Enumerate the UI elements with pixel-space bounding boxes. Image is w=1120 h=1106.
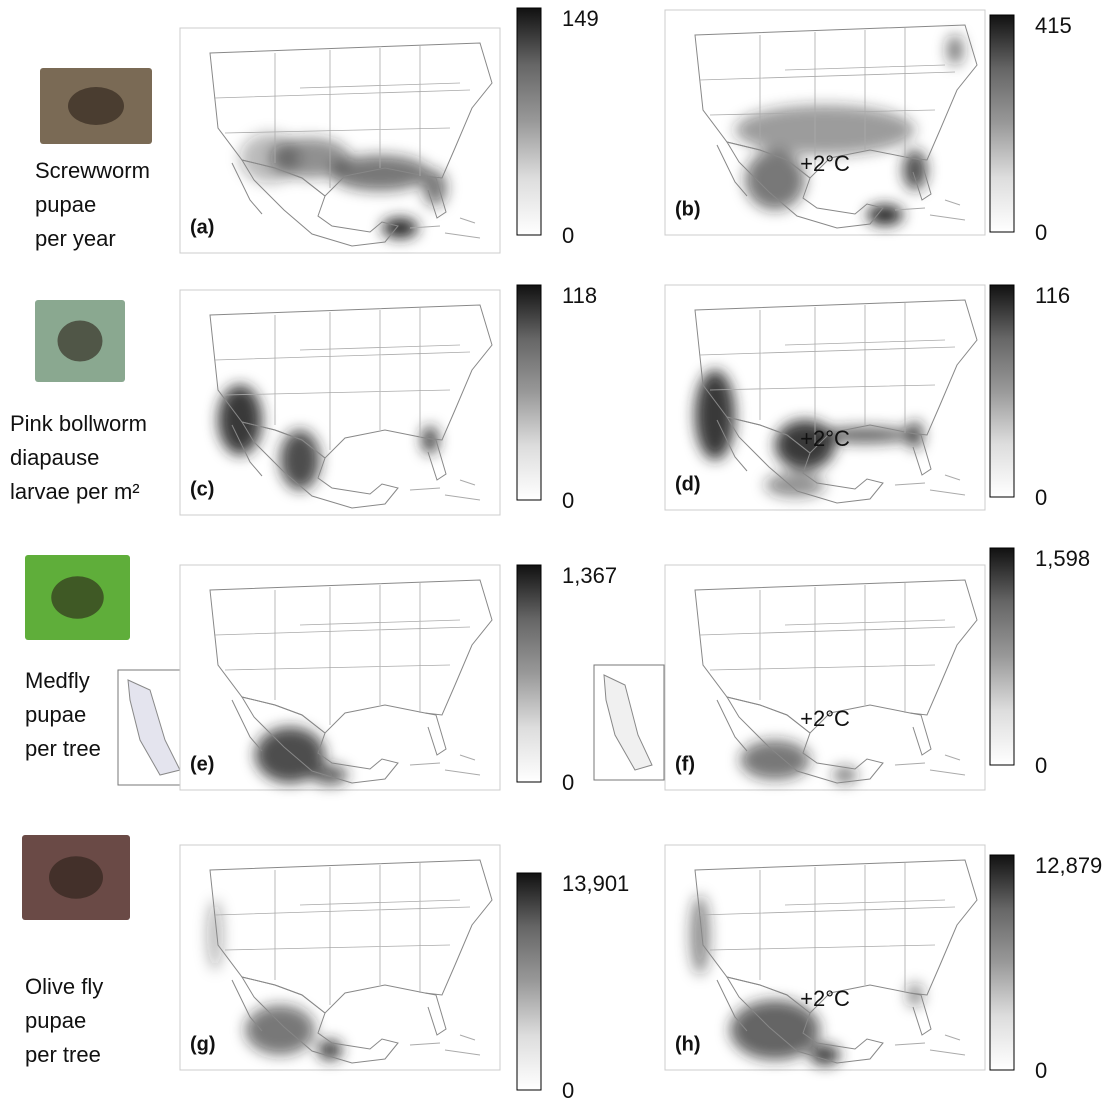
scale-min: 0 [562, 770, 574, 795]
annotation: +2°C [800, 706, 850, 731]
panel-label: (b) [675, 198, 701, 220]
species-label: diapause [10, 445, 99, 470]
colorbar [517, 285, 541, 500]
figure: Screwworm pupae per year (a) 149 0 (b) +2°C 415 0… [0, 0, 1120, 1106]
species-label: Olive fly [25, 974, 103, 999]
species-photo-detail [68, 87, 124, 125]
heat-blob [312, 765, 348, 785]
scale-max: 1,367 [562, 563, 617, 588]
panel-label: (f) [675, 753, 695, 775]
scale-max: 118 [562, 283, 597, 308]
heat-blob [947, 35, 963, 65]
map-panel: (d) +2°C [665, 285, 985, 510]
heat-blob [245, 1005, 315, 1055]
panel-label: (c) [190, 478, 214, 500]
species-label: larvae per m² [10, 479, 140, 504]
scale-min: 0 [562, 1078, 574, 1103]
map-panel: (g) [180, 845, 500, 1070]
species-label: Medfly [25, 668, 90, 693]
map-panel: (f) +2°C [665, 565, 985, 790]
scale-min: 0 [1035, 220, 1047, 245]
species-label: Pink bollworm [10, 411, 147, 436]
colorbar [517, 565, 541, 782]
species-label: pupae [35, 192, 96, 217]
scale-max: 415 [1035, 13, 1072, 38]
colorbar [990, 548, 1014, 765]
map-panel: (b) +2°C [665, 10, 985, 235]
panel-label: (a) [190, 216, 214, 238]
species-label: per tree [25, 1042, 101, 1067]
species-label: per tree [25, 736, 101, 761]
colorbar [990, 15, 1014, 232]
map-panel: (a) [180, 28, 500, 253]
scale-min: 0 [1035, 753, 1047, 778]
species-label: per year [35, 226, 116, 251]
heat-blob [903, 150, 927, 190]
map-panel: (e) [180, 565, 500, 790]
map-panel: (h) +2°C [665, 845, 985, 1070]
scale-max: 13,901 [562, 871, 629, 896]
species-label: pupae [25, 702, 86, 727]
annotation: +2°C [800, 426, 850, 451]
scale-max: 1,598 [1035, 546, 1090, 571]
heat-blob [810, 1045, 840, 1065]
colorbar [517, 873, 541, 1090]
heat-blob [318, 1040, 342, 1060]
heat-blob [695, 370, 735, 460]
heat-blob [745, 150, 805, 210]
annotation: +2°C [800, 151, 850, 176]
heat-blob [867, 205, 903, 225]
species-label: pupae [25, 1008, 86, 1033]
colorbar [517, 8, 541, 235]
heat-blob [765, 473, 825, 497]
panel-label: (d) [675, 473, 701, 495]
scale-min: 0 [1035, 485, 1047, 510]
scale-min: 0 [562, 223, 574, 248]
heat-blob [207, 900, 223, 970]
scale-max: 12,879 [1035, 853, 1102, 878]
scale-max: 149 [562, 6, 599, 31]
heat-blob [740, 740, 810, 780]
map-panel: (c) [180, 290, 500, 515]
species-photo-detail [51, 576, 104, 619]
heat-blob [240, 133, 300, 183]
scale-min: 0 [1035, 1058, 1047, 1083]
species-photo-detail [49, 856, 103, 899]
species-label: Screwworm [35, 158, 150, 183]
heat-blob [690, 895, 710, 975]
annotation: +2°C [800, 986, 850, 1011]
panel-label: (h) [675, 1033, 701, 1055]
colorbar [990, 285, 1014, 497]
panel-label: (g) [190, 1033, 216, 1055]
scale-max: 116 [1035, 283, 1070, 308]
panel-label: (e) [190, 753, 214, 775]
species-photo-detail [58, 321, 103, 362]
colorbar [990, 855, 1014, 1070]
scale-min: 0 [562, 488, 574, 513]
